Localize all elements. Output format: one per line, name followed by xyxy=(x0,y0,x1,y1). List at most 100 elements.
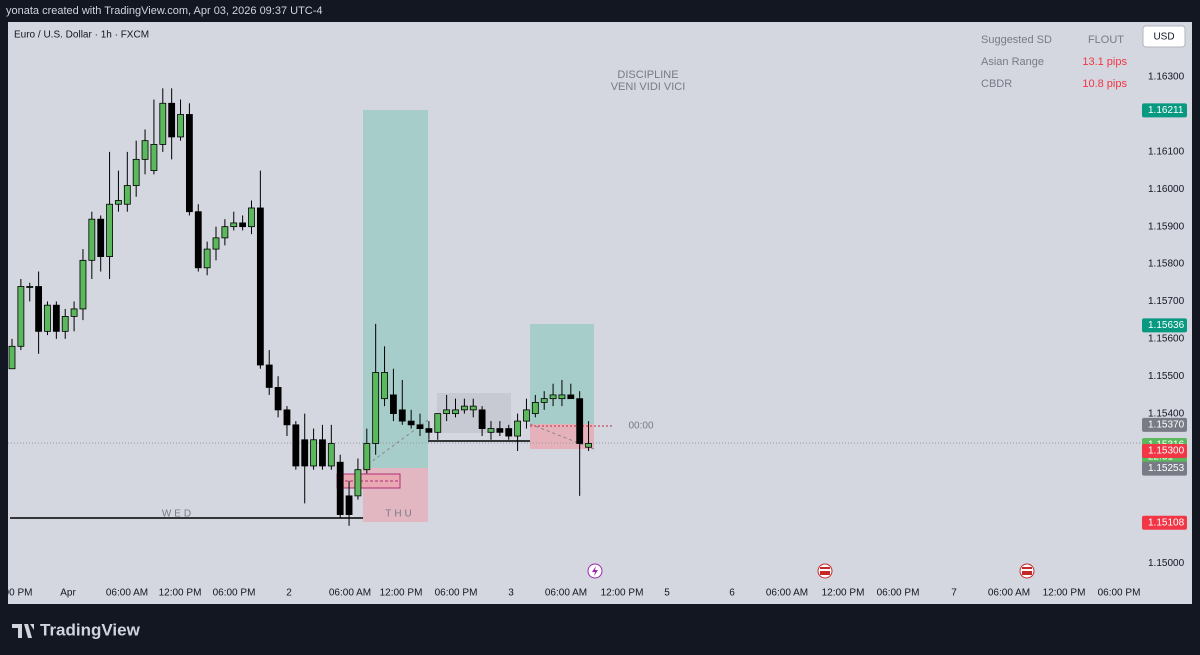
logo-mark xyxy=(12,624,34,638)
candle-body xyxy=(61,315,69,332)
candle-body xyxy=(194,211,202,269)
x-tick-label: 06:00 PM xyxy=(435,588,478,599)
candle-body xyxy=(115,200,122,205)
candle-body xyxy=(221,226,229,239)
x-tick-label: 06:00 AM xyxy=(988,588,1030,599)
candle-body xyxy=(150,144,158,171)
candle-body xyxy=(132,158,140,186)
day-label: THU xyxy=(385,509,415,520)
candle-body xyxy=(381,372,388,400)
y-tick-label: 1.15900 xyxy=(1148,221,1185,232)
x-tick-label: 12:00 PM xyxy=(822,588,865,599)
x-tick-label: 06:00 PM xyxy=(213,588,256,599)
x-tick-label: 12:00 PM xyxy=(1043,588,1086,599)
x-tick-label: 3 xyxy=(508,588,514,599)
y-tick-label: 1.15700 xyxy=(1148,296,1185,307)
candle-body xyxy=(425,428,433,433)
info-value: 13.1 pips xyxy=(1082,56,1127,68)
day-label: WED xyxy=(162,509,194,520)
candle-body xyxy=(185,114,193,213)
y-tick-label: 1.15400 xyxy=(1148,408,1185,419)
candle-body xyxy=(443,409,451,415)
candle-body xyxy=(345,495,353,515)
candle-body xyxy=(523,409,530,422)
candle-body xyxy=(514,420,521,437)
x-tick-label: 2 xyxy=(286,588,292,599)
candle-body xyxy=(88,218,96,261)
time-label: 00:00 xyxy=(628,421,653,432)
candle-body xyxy=(576,398,584,444)
candle-body xyxy=(256,207,264,366)
price-tag-label: 1.15636 xyxy=(1148,320,1185,331)
candle-body xyxy=(70,308,78,317)
candle-body xyxy=(505,428,513,437)
x-tick-label: 06:00 PM xyxy=(877,588,920,599)
candle-body xyxy=(319,439,326,467)
chart-panel xyxy=(8,22,1192,604)
price-tag xyxy=(1142,103,1187,118)
candle-body xyxy=(487,428,495,433)
y-tick-label: 1.15800 xyxy=(1148,259,1185,270)
candle-body xyxy=(141,140,149,160)
y-tick-label: 1.15500 xyxy=(1148,371,1185,382)
candle-body xyxy=(567,394,575,400)
y-tick-label: 1.16300 xyxy=(1148,72,1185,83)
candle-body xyxy=(44,304,51,332)
candle-body xyxy=(265,364,273,388)
x-tick-label: 06:00 PM xyxy=(1098,588,1141,599)
candle-body xyxy=(248,207,255,228)
y-tick-label: 1.16000 xyxy=(1148,184,1185,195)
candle-body xyxy=(17,286,25,347)
candle-body xyxy=(372,372,380,444)
candle-body xyxy=(301,439,309,467)
info-label: Suggested SD xyxy=(981,34,1052,46)
candle-body xyxy=(478,409,486,429)
y-tick-label: 1.15600 xyxy=(1148,333,1185,344)
x-tick-label: 6 xyxy=(729,588,735,599)
candle-body xyxy=(452,409,459,415)
x-tick-label: 12:00 PM xyxy=(601,588,644,599)
price-tag xyxy=(1142,318,1187,333)
candle-body xyxy=(496,428,504,433)
candle-body xyxy=(398,409,406,422)
stop-zone xyxy=(530,424,594,449)
price-tag-label: 1.15370 xyxy=(1148,419,1185,430)
info-value: 10.8 pips xyxy=(1082,78,1127,90)
candle-body xyxy=(549,394,557,400)
price-tag xyxy=(1142,444,1187,459)
candle-body xyxy=(407,420,415,426)
price-tag-label: 1.16211 xyxy=(1148,105,1184,116)
x-tick-label: Apr xyxy=(60,588,76,599)
x-tick-label: 06:00 AM xyxy=(329,588,371,599)
x-tick-label: 06:00 AM xyxy=(766,588,808,599)
watermark: VENI VIDI VICI xyxy=(611,81,686,93)
candle-body xyxy=(336,461,344,515)
candle-body xyxy=(469,405,477,411)
target-zone xyxy=(530,324,594,424)
currency-button[interactable] xyxy=(1142,25,1186,48)
x-tick-label: 06:00 AM xyxy=(545,588,587,599)
candle-body xyxy=(460,405,468,411)
candle-body xyxy=(585,443,592,448)
candle-body xyxy=(97,218,105,257)
candle-body xyxy=(540,398,548,403)
price-tag-label: 1.15108 xyxy=(1148,517,1185,528)
candle-body xyxy=(416,424,424,429)
symbol-title: Euro / U.S. Dollar · 1h · FXCM xyxy=(14,30,149,41)
candle-body xyxy=(35,286,43,332)
candle-body xyxy=(354,469,362,497)
currency-label[interactable]: USD xyxy=(1153,32,1174,43)
candle-body xyxy=(283,409,291,426)
candle-body xyxy=(26,286,34,288)
price-tag xyxy=(1142,417,1187,432)
price-tag xyxy=(1142,461,1187,476)
candle-body xyxy=(52,304,60,332)
price-tag xyxy=(1142,515,1187,530)
candle-body xyxy=(310,439,317,467)
flag-icon xyxy=(1022,569,1032,571)
candle-body xyxy=(106,203,113,257)
flag-icon xyxy=(820,569,830,571)
candle-body xyxy=(123,185,131,205)
